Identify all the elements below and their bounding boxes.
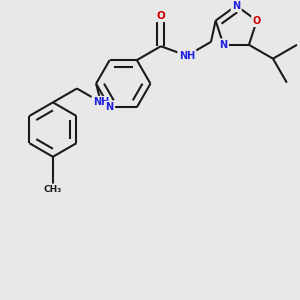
Text: N: N: [232, 1, 240, 10]
Text: N: N: [219, 40, 228, 50]
Text: O: O: [253, 16, 261, 26]
Text: N: N: [106, 102, 114, 112]
Text: NH: NH: [93, 98, 109, 107]
Text: O: O: [157, 11, 165, 20]
Text: NH: NH: [179, 51, 195, 61]
Text: CH₃: CH₃: [44, 185, 62, 194]
